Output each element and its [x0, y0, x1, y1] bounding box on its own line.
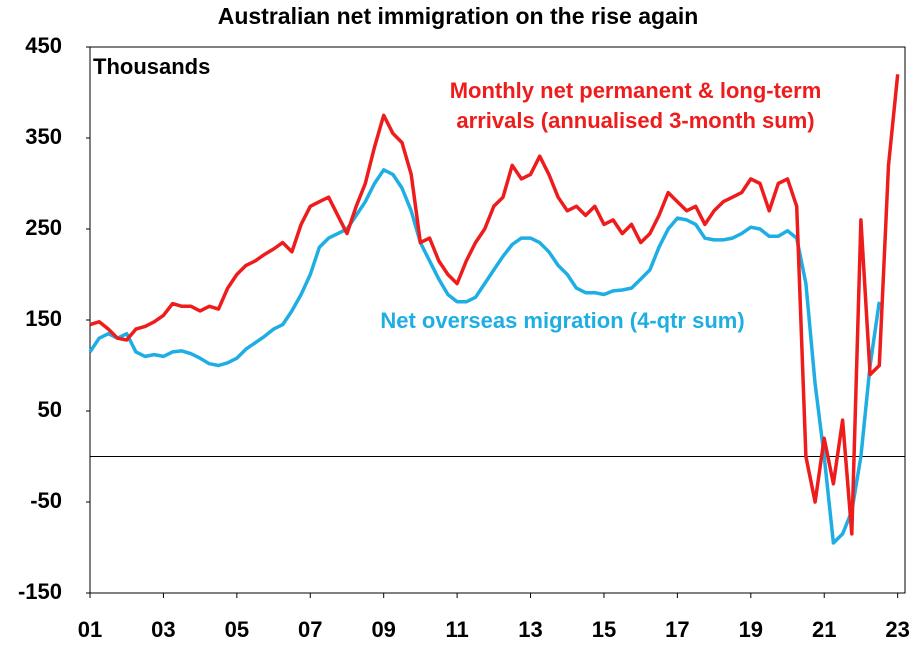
chart-title: Australian net immigration on the rise a…	[218, 3, 699, 29]
series-label: Net overseas migration (4-qtr sum)	[380, 308, 745, 333]
x-tick-label: 21	[812, 617, 836, 642]
x-tick-label: 07	[298, 617, 322, 642]
x-tick-label: 13	[518, 617, 542, 642]
series-line	[89, 74, 900, 536]
y-tick-label: 250	[25, 215, 62, 240]
x-tick-label: 17	[665, 617, 689, 642]
y-tick-label: 350	[25, 124, 62, 149]
y-tick-label: 450	[25, 33, 62, 58]
series-line	[88, 168, 882, 545]
x-tick-label: 23	[885, 617, 909, 642]
series-label: Monthly net permanent & long-term arriva…	[449, 78, 822, 133]
x-tick-label: 11	[445, 617, 468, 642]
y-tick-label: 150	[25, 306, 62, 331]
y-tick-label: -150	[18, 579, 62, 604]
x-tick-label: 03	[151, 617, 175, 642]
y-tick-label: -50	[30, 488, 62, 513]
x-tick-label: 19	[739, 617, 763, 642]
x-tick-label: 15	[592, 617, 616, 642]
y-tick-label: 50	[38, 397, 62, 422]
x-tick-label: 05	[225, 617, 249, 642]
x-tick-label: 01	[78, 617, 102, 642]
y-axis-label: Thousands	[93, 54, 210, 79]
x-tick-label: 09	[371, 617, 395, 642]
